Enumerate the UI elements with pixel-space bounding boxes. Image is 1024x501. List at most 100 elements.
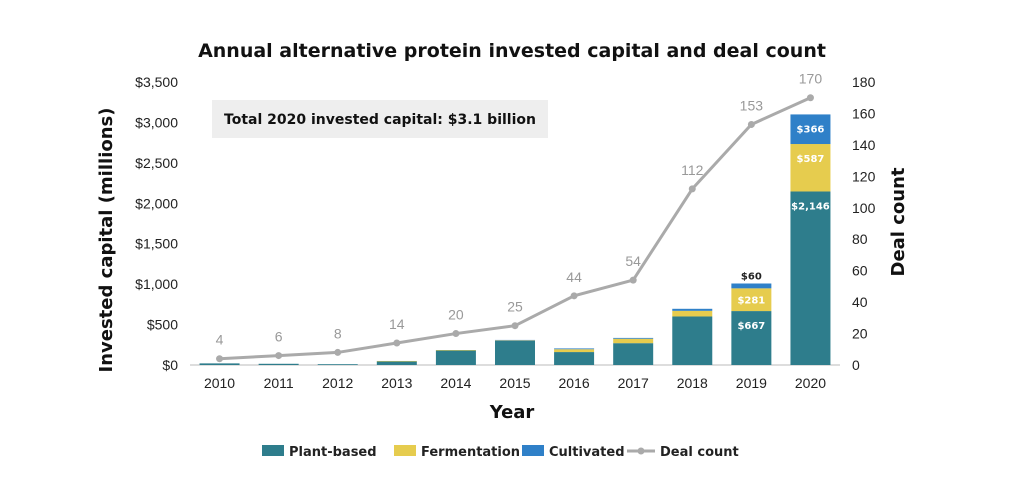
deal-count-point (334, 348, 342, 356)
x-tick-label: 2017 (618, 375, 649, 391)
deal-count-point (629, 276, 637, 284)
deal-count-point (806, 94, 814, 102)
legend-line-marker (637, 447, 645, 455)
x-tick-label: 2013 (381, 375, 412, 391)
y2-tick-label: 0 (852, 357, 860, 373)
bar-segment (731, 311, 772, 365)
bar-segment (376, 360, 417, 362)
deal-count-label: 6 (275, 329, 283, 345)
bar-segment (613, 343, 654, 365)
bar-segment (554, 352, 595, 365)
deal-count-label: 112 (681, 162, 704, 178)
deal-count-label: 153 (740, 97, 764, 113)
deal-count-label: 4 (216, 332, 224, 348)
y2-tick-label: 20 (852, 326, 868, 342)
bar-segment (731, 288, 772, 312)
y-tick-label: $3,000 (135, 114, 178, 130)
y-tick-label: $1,000 (135, 276, 178, 292)
y2-axis-ticks: 0 20 40 60 80 100 120 140 160 180 (852, 74, 876, 373)
bar-segment (495, 339, 535, 341)
bar-segment (672, 308, 713, 311)
y2-tick-label: 60 (852, 263, 868, 279)
bar-segment (672, 310, 713, 317)
y-tick-label: $3,500 (135, 74, 178, 90)
bar-segment (376, 361, 417, 365)
deal-count-label: 14 (389, 316, 405, 332)
x-tick-label: 2018 (677, 375, 708, 391)
bar-segment (435, 350, 476, 365)
deal-count-point (747, 120, 755, 128)
deal-count-point (216, 355, 224, 363)
y2-tick-label: 100 (852, 200, 876, 216)
x-tick-label: 2010 (204, 375, 235, 391)
y2-tick-label: 140 (852, 137, 876, 153)
bar-value-label: $60 (741, 271, 762, 282)
y-tick-label: $2,500 (135, 155, 178, 171)
deal-count-point (275, 352, 283, 360)
bar-segment (258, 363, 299, 365)
bar-segment (613, 337, 654, 339)
bar-segment (495, 340, 535, 365)
y-tick-label: $2,000 (135, 195, 178, 211)
x-tick-label: 2019 (736, 375, 767, 391)
deal-count-point (688, 185, 696, 193)
deal-count-label: 54 (625, 253, 641, 269)
bar-value-label: $667 (737, 321, 765, 332)
legend-label: Deal count (660, 445, 739, 460)
x-axis-ticks: 2010 2011 2012 2013 2014 2015 2016 2017 2018 2019… (204, 375, 826, 391)
legend-label: Fermentation (421, 445, 520, 460)
bar-value-label: $281 (737, 296, 765, 307)
y2-tick-label: 160 (852, 105, 876, 121)
bar-segment (495, 340, 535, 341)
bar-segment (790, 144, 831, 192)
y2-axis-title: Deal count (888, 167, 909, 276)
bar-value-label: $366 (797, 124, 825, 135)
x-tick-label: 2011 (264, 375, 294, 391)
deal-count-label: 25 (507, 299, 523, 315)
bar-segment (554, 349, 595, 353)
annotation-text: Total 2020 invested capital: $3.1 billio… (224, 112, 536, 128)
y-tick-label: $500 (147, 317, 178, 333)
x-tick-label: 2015 (499, 375, 530, 391)
deal-count-label: 8 (334, 325, 342, 341)
y2-tick-label: 180 (852, 74, 876, 90)
deal-count-point (570, 292, 578, 300)
bar-segment (199, 363, 240, 365)
bar-segment (731, 283, 772, 289)
y2-tick-label: 80 (852, 231, 868, 247)
legend: Plant-based Fermentation Cultivated Deal co… (262, 445, 739, 460)
bar-value-label: $587 (797, 154, 825, 165)
legend-swatch (262, 445, 284, 456)
y-tick-label: $0 (162, 357, 178, 373)
bar-segment (790, 191, 831, 365)
legend-swatch (394, 445, 416, 456)
bar-segment (613, 338, 654, 344)
bar-segment (317, 364, 358, 365)
chart-title: Annual alternative protein invested capi… (198, 40, 826, 62)
x-tick-label: 2016 (559, 375, 590, 391)
bar-segment (554, 348, 595, 350)
bar-segment (435, 350, 476, 351)
deal-count-line: 4 6 8 14 20 25 44 54 112 153 170 (216, 71, 823, 363)
deal-count-label: 170 (799, 71, 823, 87)
bar-value-label: $2,146 (791, 201, 830, 212)
x-tick-label: 2020 (795, 375, 826, 391)
bar-segment (672, 316, 713, 365)
x-tick-label: 2012 (322, 375, 353, 391)
y2-tick-label: 40 (852, 294, 868, 310)
y2-tick-label: 120 (852, 168, 876, 184)
annotation-box (212, 100, 548, 138)
legend-swatch (522, 445, 544, 456)
deal-count-label: 44 (566, 269, 582, 285)
bars: $667 $281 $60 $2,146 $587 $366 (199, 114, 831, 365)
deal-count-label: 20 (448, 307, 464, 323)
deal-count-point (511, 322, 519, 330)
deal-count-point (452, 330, 460, 338)
y-axis-title: Invested capital (millions) (96, 108, 117, 373)
bar-segment (790, 114, 831, 145)
legend-label: Cultivated (549, 445, 625, 460)
legend-label: Plant-based (289, 445, 377, 460)
x-tick-label: 2014 (440, 375, 471, 391)
x-axis-title: Year (489, 402, 535, 423)
